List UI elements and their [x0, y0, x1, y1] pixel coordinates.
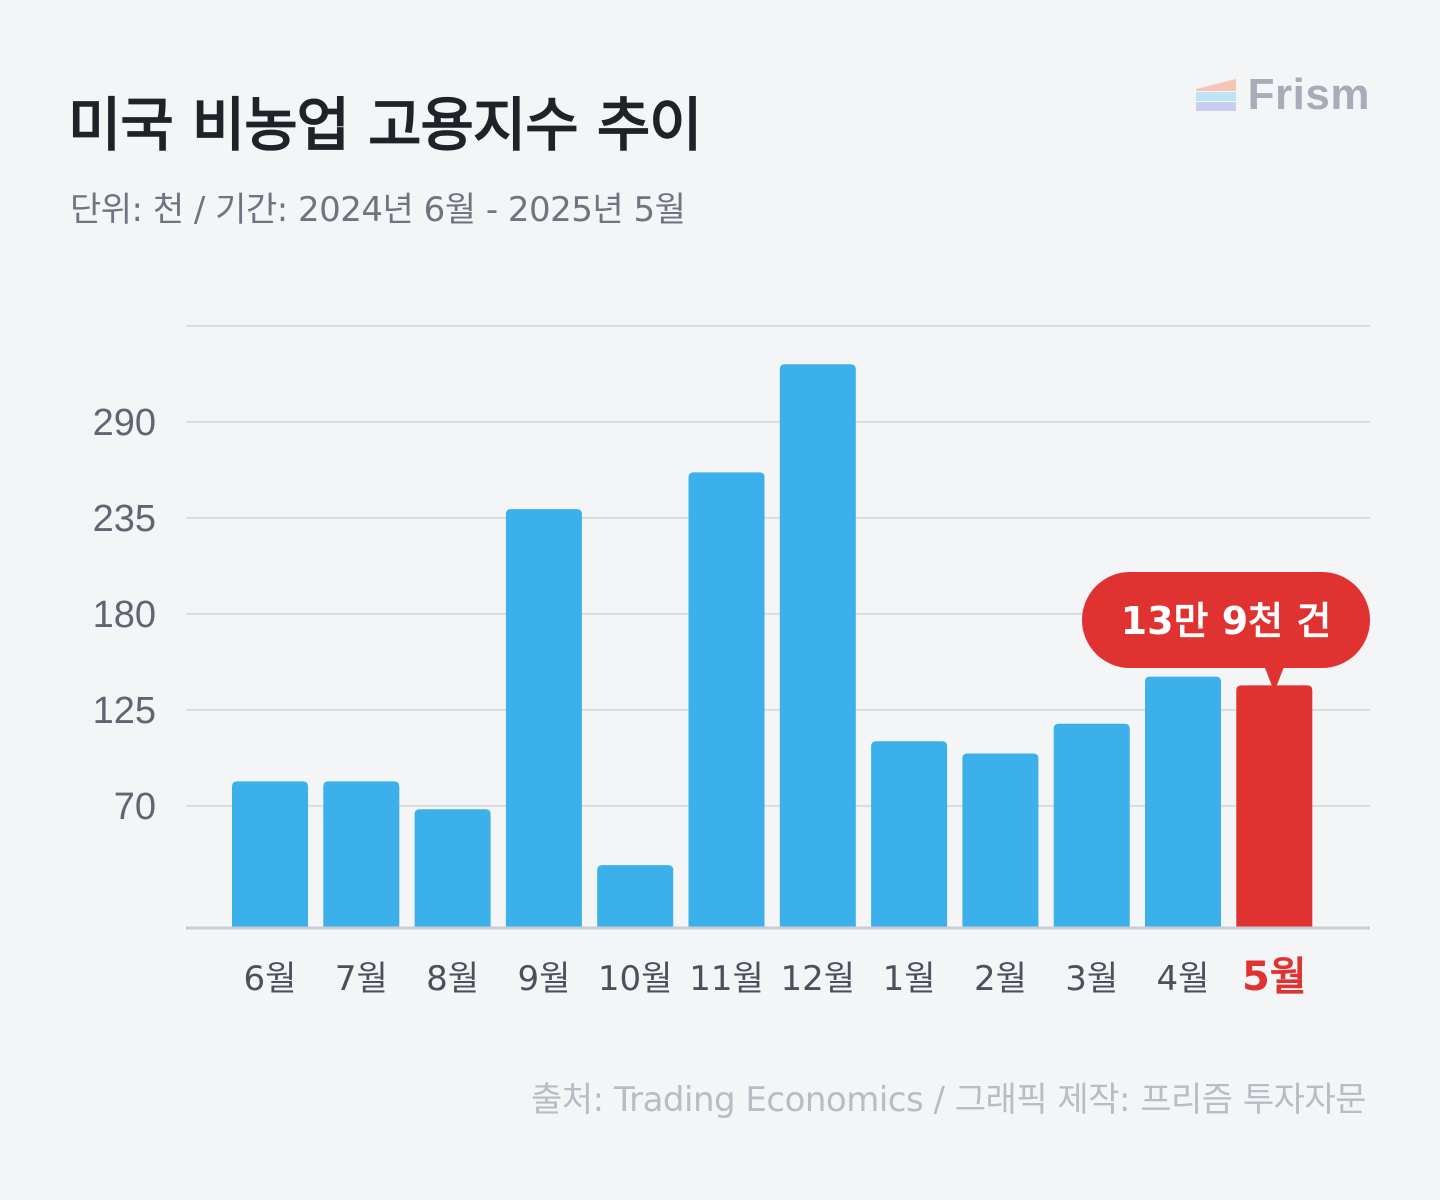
x-tick-label: 3월 — [1065, 959, 1118, 999]
y-tick-label: 70 — [114, 786, 156, 828]
y-tick-label: 125 — [93, 690, 156, 732]
x-tick-label: 5월 — [1242, 954, 1307, 1000]
x-tick-label: 4월 — [1157, 959, 1210, 999]
bar — [1145, 676, 1221, 928]
bar — [505, 509, 582, 928]
x-tick-label: 10월 — [598, 959, 673, 999]
y-tick-label: 180 — [93, 594, 156, 636]
bar — [597, 865, 674, 928]
bar — [871, 741, 948, 928]
chart-subtitle: 단위: 천 / 기간: 2024년 6월 - 2025년 5월 — [70, 190, 686, 230]
bar — [688, 472, 765, 928]
y-tick-label: 290 — [93, 402, 156, 444]
bar — [232, 781, 308, 928]
highlight-bar — [1236, 685, 1313, 928]
bar — [414, 809, 491, 928]
bar-chart: 70 125 180 235 290 6월 7월 8월 9월 10월 11월 12월 1월 2월 3월 4월 5… — [93, 324, 1370, 1000]
x-tick-label: 9월 — [517, 959, 570, 999]
source-note: 출처: Trading Economics / 그래픽 제작: 프리즘 투자자문 — [531, 1080, 1366, 1120]
bar — [962, 753, 1039, 928]
x-tick-label: 7월 — [335, 959, 388, 999]
y-tick-label: 235 — [93, 498, 156, 540]
x-tick-label: 1월 — [883, 959, 936, 999]
frism-logo-icon — [1195, 79, 1236, 111]
x-tick-label: 6월 — [244, 959, 297, 999]
brand-logo: Frism — [1195, 70, 1370, 120]
x-tick-label: 12월 — [781, 959, 856, 999]
brand-name: Frism — [1247, 70, 1370, 119]
callout-pointer — [1264, 666, 1285, 692]
bar — [323, 781, 400, 928]
x-tick-label: 11월 — [689, 959, 764, 999]
callout-bubble — [1082, 572, 1370, 668]
callout-label: 13만 9천 건 — [1121, 599, 1332, 643]
x-tick-label: 2월 — [974, 959, 1027, 999]
bar — [779, 364, 856, 929]
x-tick-label: 8월 — [426, 959, 479, 999]
page-title: 미국 비농업 고용지수 추이 — [68, 91, 703, 159]
bar — [1053, 723, 1130, 928]
